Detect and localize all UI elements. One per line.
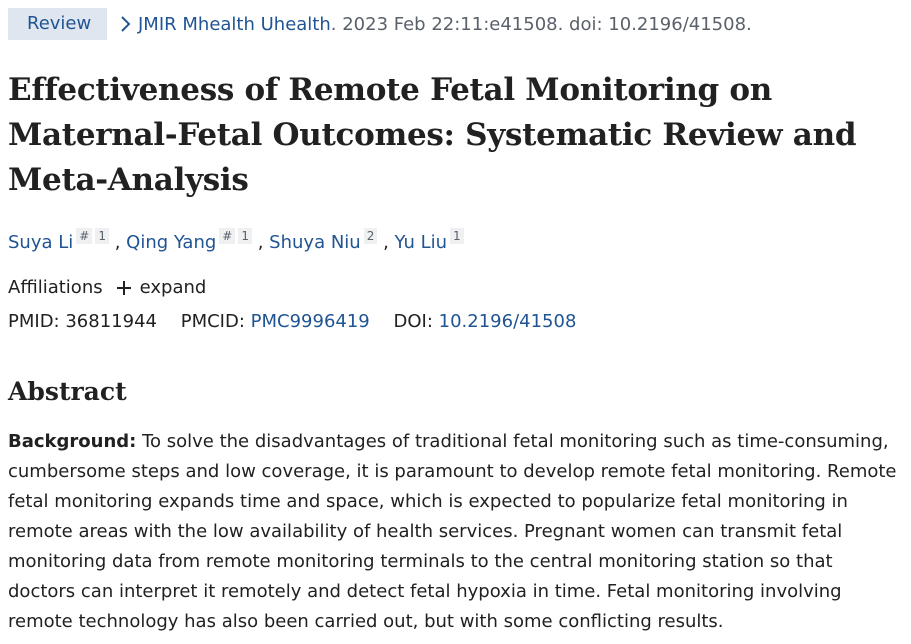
affiliation-ref[interactable]: 1 <box>238 228 252 244</box>
author-item: Yu Liu 1 <box>394 228 464 253</box>
citation-details: . 2023 Feb 22:11:e41508. doi: 10.2196/41… <box>330 13 752 35</box>
pmcid-link[interactable]: PMC9996419 <box>250 311 370 332</box>
affiliation-ref[interactable]: 2 <box>363 228 378 244</box>
doi-link[interactable]: 10.2196/41508 <box>438 311 577 332</box>
expand-label: expand <box>139 277 207 298</box>
author-item: Suya Li #1 <box>8 228 115 253</box>
author-link[interactable]: Suya Li <box>8 232 74 253</box>
affiliations-row: Affiliations expand <box>8 274 206 302</box>
article-title: Effectiveness of Remote Fetal Monitoring… <box>8 72 857 198</box>
background-label: Background: <box>8 431 137 452</box>
abstract-background: Background: To solve the disadvantages o… <box>8 427 904 637</box>
article-type-badge: Review <box>8 8 107 40</box>
affiliation-ref[interactable]: 1 <box>450 228 464 244</box>
author-separator: , <box>383 232 395 253</box>
affiliations-label: Affiliations <box>8 277 103 298</box>
author-list: Suya Li #1 , Qing Yang #1 , Shuya Niu 2 , Y… <box>8 228 464 257</box>
author-item: Qing Yang #1 <box>126 228 258 253</box>
identifiers-row: PMID: 36811944 PMCID: PMC9996419 DOI: 10… <box>8 308 576 336</box>
pmcid-label: PMCID: <box>180 311 245 332</box>
author-link[interactable]: Yu Liu <box>394 232 448 253</box>
author-link[interactable]: Shuya Niu <box>269 232 361 253</box>
journal-link[interactable]: JMIR Mhealth Uhealth <box>138 13 331 35</box>
pmid-label: PMID: <box>8 311 60 332</box>
plus-icon <box>116 281 131 295</box>
citation-line: Review JMIR Mhealth Uhealth . 2023 Feb 2… <box>8 8 752 40</box>
equal-contribution-mark[interactable]: # <box>76 228 93 244</box>
background-text: To solve the disadvantages of traditiona… <box>8 431 897 632</box>
abstract-heading: Abstract <box>8 377 127 406</box>
chevron-right-icon <box>121 16 131 32</box>
author-link[interactable]: Qing Yang <box>126 232 217 253</box>
author-separator: , <box>114 232 127 253</box>
author-item: Shuya Niu 2 <box>269 228 383 253</box>
doi-label: DOI: <box>393 311 433 332</box>
pmid-value: 36811944 <box>65 311 157 332</box>
author-separator: , <box>257 232 270 253</box>
expand-affiliations-button[interactable]: expand <box>116 274 207 302</box>
affiliation-ref[interactable]: 1 <box>95 228 109 244</box>
equal-contribution-mark[interactable]: # <box>219 228 236 244</box>
